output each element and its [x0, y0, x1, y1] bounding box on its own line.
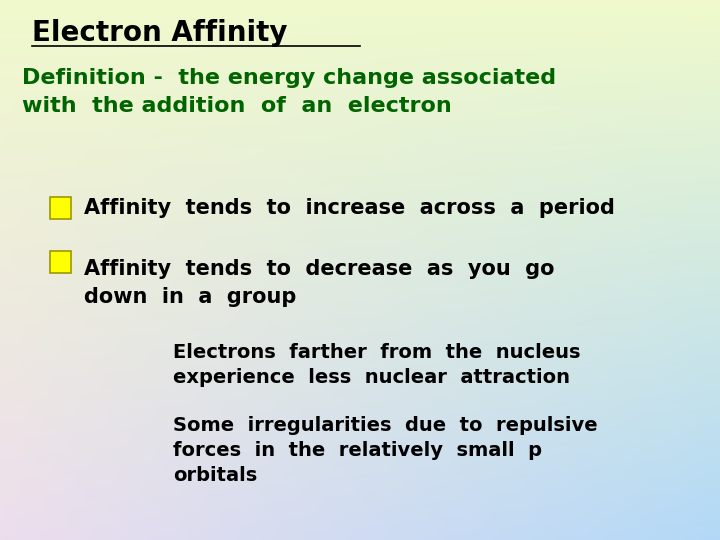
Text: Electrons  farther  from  the  nucleus
experience  less  nuclear  attraction: Electrons farther from the nucleus exper…	[173, 343, 580, 387]
Text: Affinity  tends  to  increase  across  a  period: Affinity tends to increase across a peri…	[84, 198, 614, 218]
Text: Some  irregularities  due  to  repulsive
forces  in  the  relatively  small  p
o: Some irregularities due to repulsive for…	[173, 416, 598, 485]
Text: Affinity  tends  to  decrease  as  you  go
down  in  a  group: Affinity tends to decrease as you go dow…	[84, 259, 554, 307]
Text: Electron Affinity: Electron Affinity	[32, 19, 288, 47]
Text: Definition -  the energy change associated
with  the addition  of  an  electron: Definition - the energy change associate…	[22, 68, 556, 116]
FancyBboxPatch shape	[50, 251, 71, 273]
FancyBboxPatch shape	[50, 197, 71, 219]
